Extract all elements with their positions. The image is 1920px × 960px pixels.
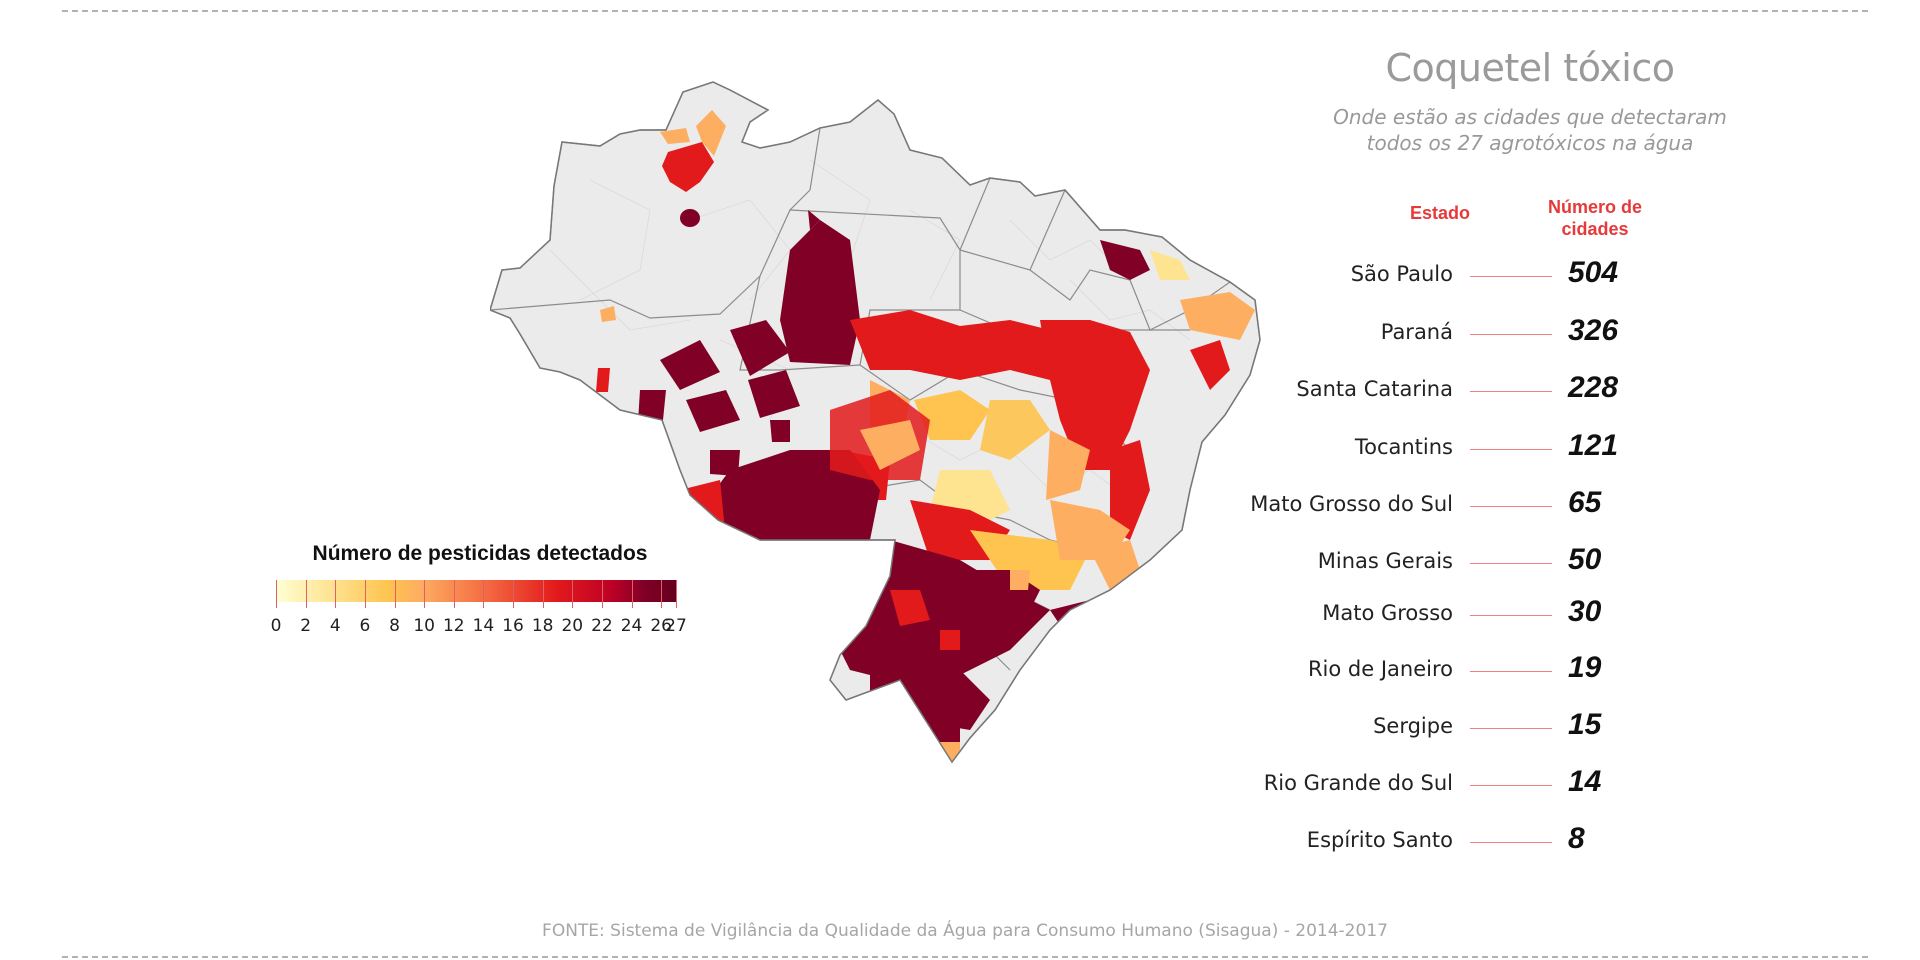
- bottom-dashed-rule: [62, 956, 1868, 958]
- ranking-city-count: 30: [1568, 595, 1602, 628]
- ranking-row: Mato Grosso do Sul 65: [1200, 486, 1660, 526]
- legend-tick: [676, 580, 677, 608]
- legend-tick: [453, 580, 455, 608]
- ranking-state-name: Espírito Santo: [1306, 828, 1453, 852]
- ranking-connector-line: [1470, 728, 1552, 729]
- ranking-city-count: 19: [1568, 651, 1602, 684]
- legend-tick-label: 24: [620, 616, 643, 636]
- subtitle-line: Onde estão as cidades que detectaram: [1333, 105, 1727, 129]
- ranking-state-name: Mato Grosso: [1322, 601, 1453, 625]
- ranking-row: Paraná 326: [1200, 314, 1660, 354]
- ranking-row: Sergipe 15: [1200, 708, 1660, 748]
- ranking-connector-line: [1470, 785, 1552, 786]
- ranking-city-count: 15: [1568, 708, 1602, 741]
- subtitle-line: todos os 27 agrotóxicos na água: [1366, 131, 1694, 155]
- page-title: Coquetel tóxico: [1385, 46, 1675, 90]
- legend-tick-label: 12: [442, 616, 465, 636]
- legend-tick-label: 20: [561, 616, 584, 636]
- ranking-connector-line: [1470, 449, 1552, 450]
- ranking-connector-line: [1470, 276, 1552, 277]
- legend-tick: [335, 580, 337, 608]
- ranking-city-count: 50: [1568, 543, 1602, 576]
- ranking-row: Tocantins 121: [1200, 429, 1660, 469]
- ranking-city-count: 65: [1568, 486, 1602, 519]
- ranking-row: Minas Gerais 50: [1200, 543, 1660, 583]
- ranking-state-name: Rio de Janeiro: [1307, 657, 1453, 681]
- ranking-state-name: Minas Gerais: [1317, 549, 1453, 573]
- ranking-state-name: Tocantins: [1354, 435, 1453, 459]
- legend-tick-label: 22: [591, 616, 613, 636]
- ranking-city-count: 121: [1568, 429, 1619, 462]
- legend-tick-label: 0: [270, 616, 282, 636]
- estado-column-header: Estado: [1409, 203, 1470, 223]
- legend-tick: [483, 580, 485, 608]
- legend-tick-label: 6: [359, 616, 371, 636]
- page-subtitle: Onde estão as cidades que detectaram tod…: [1300, 104, 1760, 156]
- ranking-state-name: Santa Catarina: [1296, 377, 1453, 401]
- legend-tick-label: 8: [389, 616, 400, 636]
- legend-title: Número de pesticidas detectados: [312, 542, 648, 565]
- legend-tick: [424, 580, 426, 608]
- legend-tick-label: 14: [472, 616, 495, 636]
- legend-tick-label: 4: [329, 616, 341, 636]
- source-note: FONTE: Sistema de Vigilância da Qualidad…: [542, 921, 1388, 941]
- ranking-state-name: Mato Grosso do Sul: [1250, 492, 1453, 516]
- legend-tick: [513, 580, 515, 608]
- ranking-row: Santa Catarina 228: [1200, 371, 1660, 411]
- ranking-connector-line: [1470, 671, 1552, 672]
- ranking-row: Rio de Janeiro 19: [1200, 651, 1660, 691]
- ranking-state-name: Paraná: [1380, 320, 1453, 344]
- legend-tick: [661, 580, 663, 608]
- ranking-row: Mato Grosso 30: [1200, 595, 1660, 635]
- ranking-connector-line: [1470, 842, 1552, 843]
- legend-tick-label: 16: [502, 616, 524, 636]
- legend-color-bar: [276, 580, 676, 602]
- legend-tick: [394, 580, 396, 608]
- legend-tick-label: 10: [413, 616, 435, 636]
- legend-tick-label: 26: [650, 616, 672, 636]
- ranking-state-name: São Paulo: [1350, 262, 1453, 286]
- ranking-row: Espírito Santo 8: [1200, 822, 1660, 862]
- ranking-city-count: 8: [1568, 822, 1585, 855]
- ranking-city-count: 504: [1568, 256, 1619, 289]
- ranking-state-name: Sergipe: [1373, 714, 1453, 738]
- ranking-city-count: 228: [1568, 371, 1619, 404]
- ranking-row: São Paulo 504: [1200, 256, 1660, 296]
- ranking-connector-line: [1470, 563, 1552, 564]
- legend-tick: [631, 580, 633, 608]
- legend-tick: [276, 580, 277, 608]
- numero-header-line: Número de: [1547, 197, 1643, 217]
- top-dashed-rule: [62, 10, 1868, 12]
- legend-tick: [542, 580, 544, 608]
- legend-tick: [364, 580, 366, 608]
- ranking-connector-line: [1470, 506, 1552, 507]
- legend-tick-label: 18: [531, 616, 554, 636]
- legend-tick-label: 27: [665, 616, 687, 636]
- numero-cidades-column-header: Número de cidades: [1510, 196, 1680, 240]
- ranking-row: Rio Grande do Sul 14: [1200, 765, 1660, 805]
- legend-tick: [601, 580, 603, 608]
- legend-tick: [305, 580, 307, 608]
- ranking-connector-line: [1470, 391, 1552, 392]
- ranking-state-name: Rio Grande do Sul: [1263, 771, 1453, 795]
- numero-header-line: cidades: [1561, 219, 1629, 239]
- brazil-choropleth-map: [490, 70, 1280, 840]
- ranking-city-count: 326: [1568, 314, 1619, 347]
- ranking-connector-line: [1470, 334, 1552, 335]
- legend-tick: [572, 580, 574, 608]
- ranking-city-count: 14: [1568, 765, 1602, 798]
- legend-tick-label: 2: [300, 616, 312, 636]
- ranking-connector-line: [1470, 615, 1552, 616]
